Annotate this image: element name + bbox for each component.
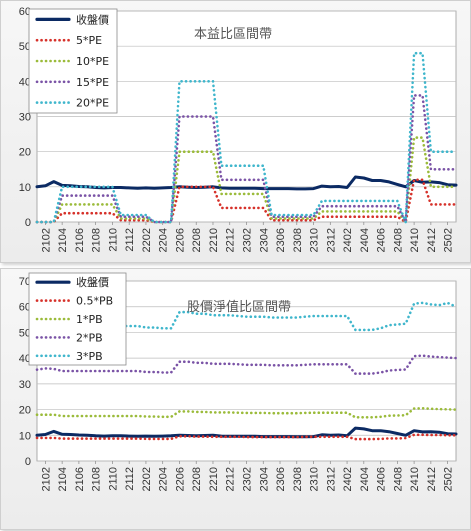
pb-band-chart: 0 10 20 30 40 50 60 70 2102 2104 2106 2108 2110 2112 2…	[19, 272, 458, 491]
pb-legend-label-3: 2*PB	[76, 331, 103, 344]
pb-x-tick-label: 2304	[258, 467, 270, 491]
pe-x-tick-label: 2102	[40, 228, 52, 252]
pe-y-tick-label: 0	[25, 217, 31, 229]
pe-y-tick-label: 20	[19, 147, 31, 159]
pe-series-line-3	[35, 94, 458, 224]
pe-band-chart-panel: 0 10 20 30 40 50 60 2102 2104 2106 2108 2110 2112 220…	[0, 0, 471, 263]
pb-legend-label-2: 1*PB	[76, 313, 103, 326]
pb-y-tick-label: 10	[19, 430, 31, 442]
pe-x-tick-label: 2410	[409, 228, 421, 252]
pb-y-tick-label: 0	[25, 456, 31, 468]
pe-y-tick-label: 50	[19, 41, 31, 53]
pe-x-tick-label: 2212	[225, 228, 237, 252]
pe-x-tick-label: 2402	[342, 228, 354, 252]
pe-legend-label-2: 10*PE	[76, 55, 109, 68]
pe-series-line-2	[35, 136, 458, 224]
pb-y-tick-label: 60	[19, 302, 31, 314]
pe-x-tick-label: 2312	[325, 228, 337, 252]
pe-y-tick-label: 40	[19, 76, 31, 88]
pb-y-tick-label: 20	[19, 405, 31, 417]
pe-x-tick-label: 2204	[158, 228, 170, 252]
pb-legend-label-1: 0.5*PB	[76, 295, 113, 308]
pe-x-tick-label: 2104	[57, 228, 69, 252]
pb-x-tick-label: 2402	[342, 467, 354, 491]
pe-legend-label-4: 20*PE	[76, 97, 109, 110]
pe-x-tick-label: 2310	[309, 228, 321, 252]
pb-series-line-1	[35, 433, 458, 441]
pe-x-tick-label: 2210	[208, 228, 220, 252]
pe-x-tick-label: 2106	[74, 228, 86, 252]
pe-legend-label-0: 收盤價	[76, 12, 109, 26]
pe-x-tick-label: 2306	[275, 228, 287, 252]
pe-x-tick-label: 2202	[141, 228, 153, 252]
pe-x-tick-label: 2408	[392, 228, 404, 252]
pb-x-tick-label: 2202	[141, 467, 153, 491]
pb-x-tick-label: 2112	[124, 467, 136, 491]
pb-x-tick-label: 2310	[309, 467, 321, 491]
pb-x-tick-label: 2302	[242, 467, 254, 491]
pe-y-tick-label: 30	[19, 112, 31, 124]
pb-x-tick-label: 2104	[57, 467, 69, 491]
pe-x-tick-label: 2406	[376, 228, 388, 252]
pe-x-tick-label: 2412	[426, 228, 438, 252]
pb-series-line-0	[35, 426, 458, 439]
pe-x-tick-label: 2302	[242, 228, 254, 252]
pb-x-tick-label: 2410	[409, 467, 421, 491]
pb-x-tick-label: 2502	[443, 467, 455, 491]
pe-x-tick-label: 2404	[359, 228, 371, 252]
pe-y-tick-label: 10	[19, 182, 31, 194]
pb-x-tick-label: 2204	[158, 467, 170, 491]
pb-x-tick-label: 2102	[40, 467, 52, 491]
pe-x-tick-label: 2112	[124, 228, 136, 252]
pb-series-line-4	[35, 301, 458, 332]
pb-series-line-2	[35, 407, 458, 419]
pe-x-tick-label: 2108	[91, 228, 103, 252]
pe-y-tick-label: 60	[19, 6, 31, 18]
pb-y-tick-label: 70	[19, 276, 31, 288]
pb-x-tick-label: 2308	[292, 467, 304, 491]
pb-x-tick-label: 2106	[74, 467, 86, 491]
pe-x-tick-label: 2206	[174, 228, 186, 252]
pb-series-line-3	[35, 354, 458, 375]
pb-legend-label-4: 3*PB	[76, 350, 103, 363]
pb-x-tick-label: 2206	[174, 467, 186, 491]
pe-band-chart: 0 10 20 30 40 50 60 2102 2104 2106 2108 2110 2112 220…	[19, 6, 458, 252]
pb-x-tick-label: 2110	[107, 467, 119, 491]
pe-x-tick-label: 2308	[292, 228, 304, 252]
pb-x-tick-label: 2208	[191, 467, 203, 491]
pb-x-tick-label: 2404	[359, 467, 371, 491]
pb-x-tick-label: 2408	[392, 467, 404, 491]
pb-y-tick-label: 40	[19, 353, 31, 365]
pe-x-tick-label: 2502	[443, 228, 455, 252]
pb-x-tick-label: 2312	[325, 467, 337, 491]
pe-legend-label-3: 15*PE	[76, 76, 109, 89]
pb-y-tick-label: 50	[19, 327, 31, 339]
pe-series-line-0	[35, 175, 458, 191]
pe-legend-label-1: 5*PE	[76, 34, 102, 47]
pe-legend-box	[28, 8, 118, 114]
pb-x-tick-label: 2412	[426, 467, 438, 491]
pb-y-tick-label: 30	[19, 379, 31, 391]
pb-x-tick-label: 2306	[275, 467, 287, 491]
pe-series-line-1	[35, 178, 458, 224]
pb-x-tick-label: 2406	[376, 467, 388, 491]
pb-x-tick-label: 2212	[225, 467, 237, 491]
pe-x-tick-label: 2110	[107, 228, 119, 252]
pb-x-tick-label: 2108	[91, 467, 103, 491]
pe-x-tick-label: 2304	[258, 228, 270, 252]
pe-chart-title: 本益比區間帶	[194, 27, 272, 42]
pb-band-chart-panel: 0 10 20 30 40 50 60 70 2102 2104 2106 2108 2110 2112 2…	[0, 268, 471, 530]
pb-x-tick-label: 2210	[208, 467, 220, 491]
pb-legend-label-0: 收盤價	[76, 275, 109, 289]
pe-x-tick-label: 2208	[191, 228, 203, 252]
pb-chart-title: 股價淨值比區間帶	[187, 299, 291, 315]
